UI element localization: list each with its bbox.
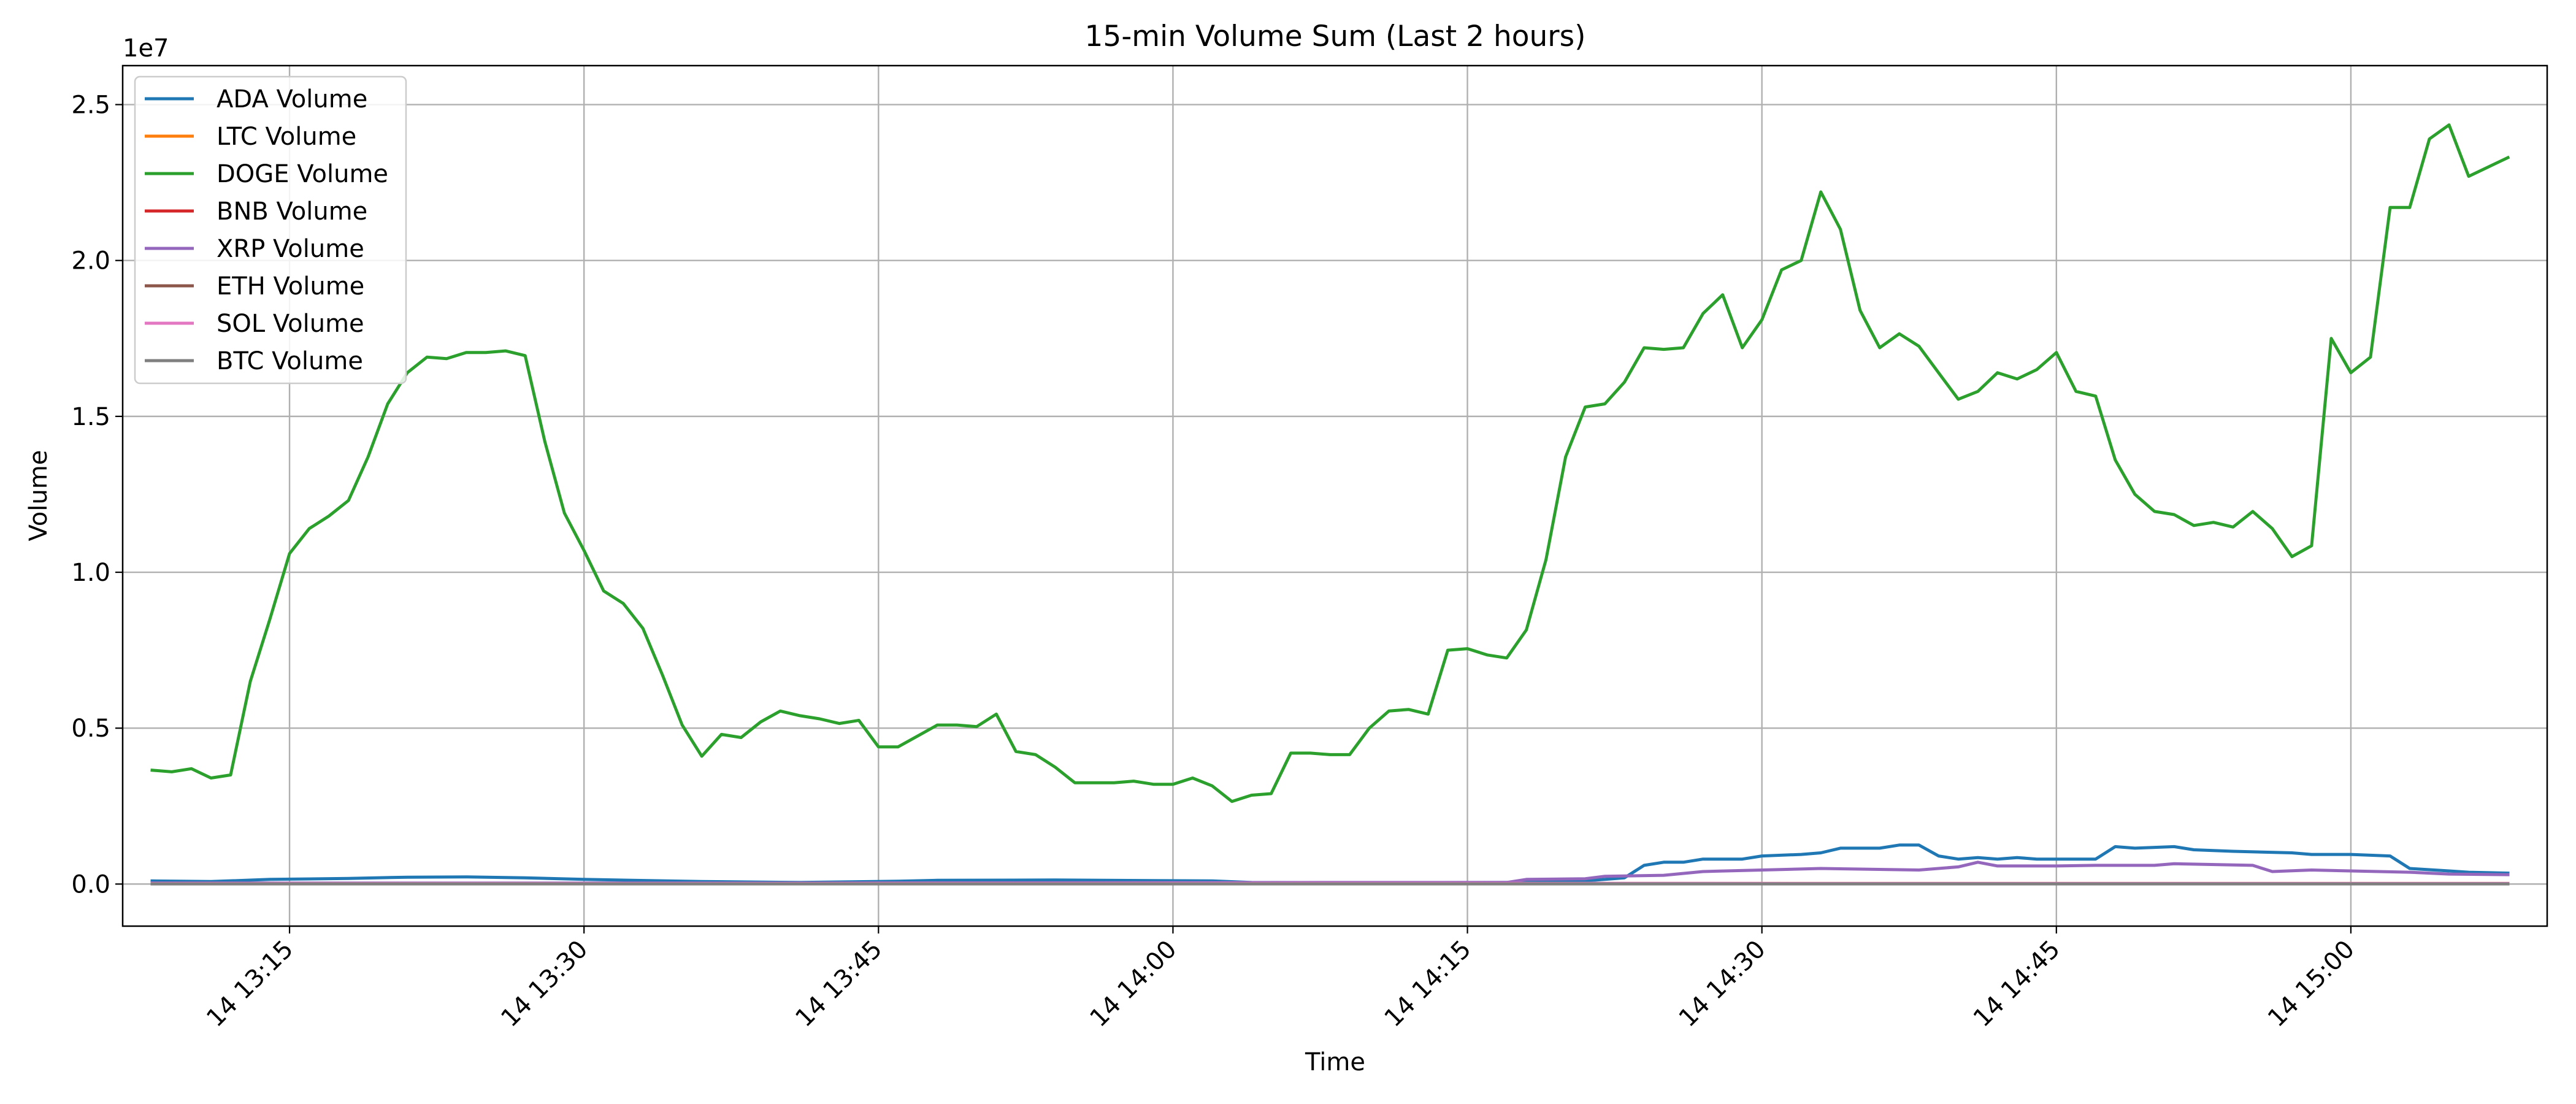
legend-label-sol-volume: SOL Volume (217, 310, 364, 338)
y-axis-label: Volume (25, 450, 53, 542)
chart-title: 15-min Volume Sum (Last 2 hours) (1085, 20, 1586, 53)
doge-volume-line (150, 123, 2510, 803)
y-tick-label: 2.0 (71, 247, 110, 275)
legend-box (134, 75, 407, 385)
y-tick-label: 0.0 (71, 870, 110, 899)
y-tick-label: 0.5 (71, 715, 110, 743)
legend-label-eth-volume: ETH Volume (217, 272, 364, 301)
plot-frame (121, 64, 2548, 927)
legend-label-bnb-volume: BNB Volume (217, 197, 367, 226)
series-lines (150, 123, 2510, 886)
y-axis-offset-text: 1e7 (123, 34, 169, 63)
legend-label-btc-volume: BTC Volume (217, 347, 363, 375)
y-tick-label: 2.5 (71, 91, 110, 120)
grid-lines (123, 66, 2547, 926)
legend-label-xrp-volume: XRP Volume (217, 235, 364, 263)
y-tick-label: 1.0 (71, 559, 110, 587)
xrp-volume-line (150, 861, 2510, 885)
x-axis-label: Time (1305, 1048, 1365, 1076)
legend-label-doge-volume: DOGE Volume (217, 160, 388, 188)
legend-label-ltc-volume: LTC Volume (217, 123, 356, 151)
legend-label-ada-volume: ADA Volume (217, 85, 367, 113)
y-tick-label: 1.5 (71, 403, 110, 431)
legend: ADA Volume LTC Volume DOGE Volume BNB Volum… (134, 75, 407, 385)
y-axis: 0.0 0.5 1.0 1.5 2.0 2.5 (71, 91, 123, 899)
